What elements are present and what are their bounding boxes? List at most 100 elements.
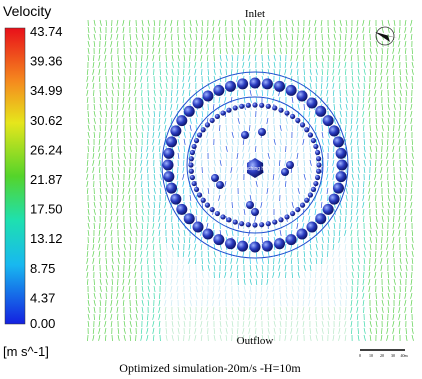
vector (393, 201, 396, 208)
vector (375, 222, 378, 229)
vector (122, 271, 125, 278)
vector (296, 327, 299, 334)
vector (363, 145, 366, 152)
vector (363, 54, 366, 61)
vector (327, 54, 330, 61)
vector (326, 173, 329, 180)
vector (87, 33, 90, 40)
vector (357, 166, 360, 173)
vector (320, 82, 323, 89)
vector (249, 110, 252, 117)
vector (207, 264, 210, 271)
vector (134, 278, 137, 285)
vector (212, 26, 215, 33)
vector (249, 180, 252, 187)
vector (405, 75, 408, 82)
vector (212, 285, 215, 292)
vector (146, 145, 149, 152)
sphere (252, 222, 258, 228)
vector (338, 236, 341, 243)
vector (357, 47, 359, 55)
vector (231, 47, 234, 54)
vector (321, 334, 324, 341)
vector (224, 264, 227, 271)
vector (297, 271, 300, 278)
vector (375, 47, 378, 54)
vector (315, 271, 317, 279)
vector (320, 201, 323, 208)
vector (213, 166, 216, 173)
vector (134, 159, 137, 166)
vector (129, 327, 132, 334)
vector (278, 250, 281, 257)
vector (368, 110, 371, 117)
vector (225, 68, 227, 76)
vector (308, 19, 311, 26)
vector (128, 110, 131, 118)
vector (387, 278, 390, 285)
vector (333, 103, 335, 111)
caption: Optimized simulation-20m/s -H=10m (119, 361, 301, 375)
vector (104, 327, 107, 334)
vector (117, 152, 120, 159)
vector (170, 292, 173, 299)
vector (164, 110, 167, 117)
vector (170, 117, 173, 124)
sphere (304, 197, 310, 203)
vector (362, 117, 365, 124)
vector (249, 89, 252, 96)
vector (351, 82, 354, 89)
vector (231, 131, 234, 138)
vector (339, 103, 342, 110)
vector (236, 166, 239, 173)
vector (135, 299, 138, 306)
vector (248, 145, 251, 152)
vector (285, 180, 287, 188)
vector (201, 285, 204, 292)
vector (230, 257, 233, 264)
vector (249, 292, 251, 300)
vector (195, 208, 198, 215)
vector (333, 292, 336, 299)
vector (140, 166, 143, 173)
vector (321, 138, 324, 145)
vector (99, 257, 101, 265)
sphere (335, 147, 347, 159)
vector (392, 306, 395, 314)
vector (129, 320, 132, 327)
vector (320, 180, 323, 187)
vector (212, 33, 215, 40)
vector (93, 215, 96, 222)
vector (309, 271, 311, 279)
vector (159, 96, 162, 103)
vector (93, 40, 96, 47)
vector (99, 299, 102, 306)
vector (87, 26, 90, 33)
vector (411, 47, 413, 55)
vector (117, 75, 120, 82)
vector (374, 89, 377, 96)
vector (267, 138, 270, 145)
vector (98, 320, 101, 327)
sphere (258, 128, 266, 136)
vector (249, 278, 252, 285)
vector (231, 145, 234, 153)
vector (362, 208, 365, 215)
vector (260, 208, 263, 215)
vector (333, 271, 335, 279)
vector (128, 180, 131, 187)
vector (111, 271, 114, 278)
vector (267, 166, 270, 173)
vector (176, 278, 179, 285)
vector (236, 173, 239, 180)
vector (122, 278, 125, 285)
vector (158, 222, 161, 229)
sphere (274, 80, 286, 92)
vector (177, 33, 179, 41)
vector (129, 257, 131, 265)
vector (105, 180, 108, 187)
vector (99, 292, 102, 299)
vector (177, 40, 180, 47)
vector (350, 299, 353, 306)
vector (200, 334, 203, 341)
